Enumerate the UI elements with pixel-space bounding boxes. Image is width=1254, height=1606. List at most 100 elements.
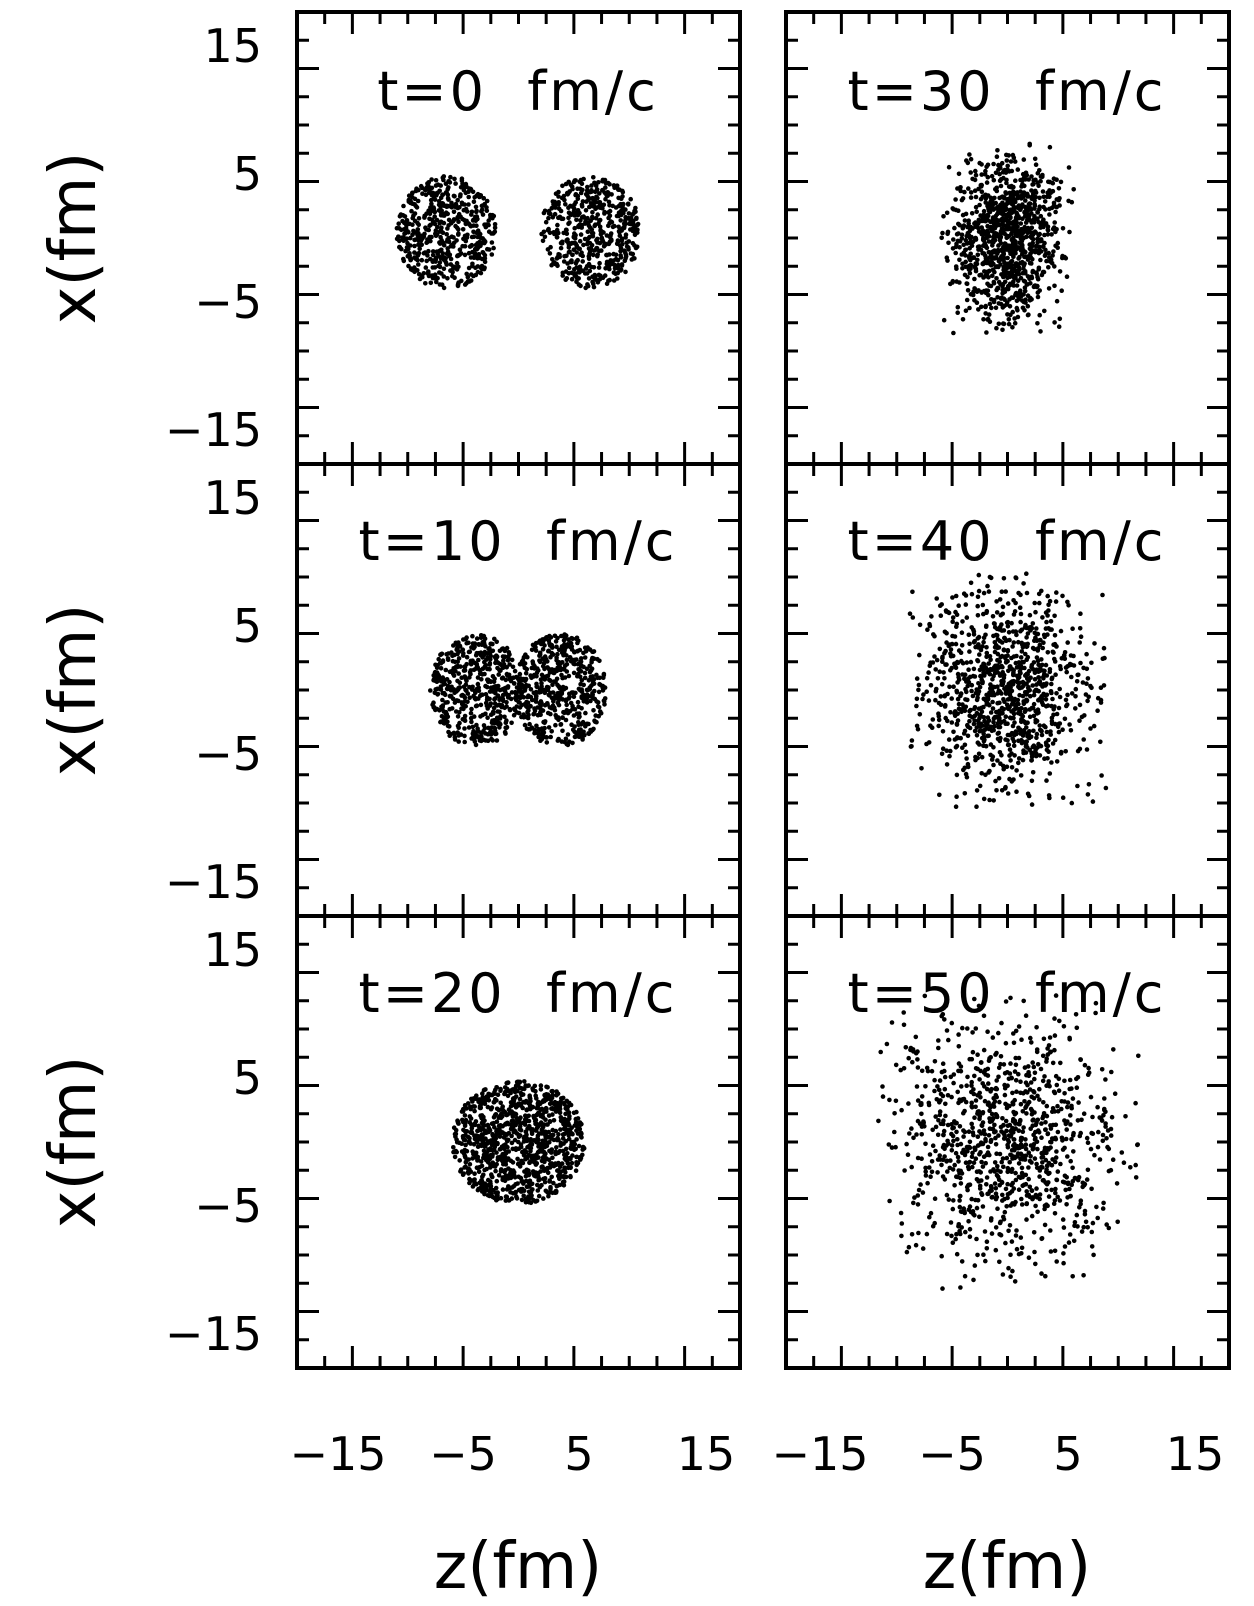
scatter-point (500, 692, 506, 698)
scatter-point (635, 221, 641, 227)
scatter-point (583, 208, 589, 213)
scatter-point (570, 740, 575, 746)
scatter-point (1018, 655, 1024, 660)
scatter-point (1032, 600, 1037, 606)
scatter-point (981, 743, 986, 748)
scatter-point (601, 202, 607, 208)
scatter-point (981, 216, 986, 221)
scatter-point (1073, 694, 1078, 699)
scatter-point (1066, 165, 1072, 170)
scatter-point (545, 665, 550, 670)
scatter-point (615, 238, 621, 243)
scatter-point (966, 667, 971, 672)
scatter-point (487, 662, 493, 667)
scatter-point (468, 710, 474, 716)
scatter-point (484, 208, 490, 213)
scatter-point (412, 250, 417, 255)
scatter-point (634, 216, 639, 221)
scatter-point (974, 733, 980, 738)
scatter-point (953, 745, 959, 750)
scatter-point (478, 714, 483, 719)
scatter-point (460, 227, 466, 232)
scatter-point (482, 256, 488, 261)
scatter-point (1007, 304, 1013, 309)
scatter-point (591, 708, 596, 713)
scatter-point (1002, 303, 1007, 309)
scatter-point (1057, 686, 1062, 692)
scatter-point (974, 788, 980, 793)
scatter-point (1023, 622, 1028, 628)
scatter-point (1032, 213, 1037, 219)
scatter-point (534, 684, 540, 690)
scatter-point (1020, 216, 1025, 221)
scatter-point (1018, 628, 1023, 634)
scatter-point (462, 252, 468, 258)
scatter-point (995, 651, 1001, 657)
scatter-point (435, 673, 441, 678)
scatter-point (560, 183, 565, 189)
scatter-point (979, 771, 984, 776)
scatter-point (1034, 731, 1040, 737)
scatter-point (618, 255, 624, 260)
scatter-point (560, 715, 565, 720)
scatter-point (582, 732, 587, 738)
scatter-point (444, 190, 449, 195)
scatter-point (544, 735, 549, 740)
scatter-point (1016, 706, 1022, 712)
scatter-point (980, 644, 985, 649)
scatter-point (1050, 741, 1056, 746)
scatter-point (1026, 684, 1031, 690)
scatter-point (997, 750, 1003, 755)
scatter-point (1088, 726, 1093, 731)
scatter-point (597, 658, 602, 664)
scatter-point (987, 574, 993, 580)
scatter-point (466, 194, 472, 200)
scatter-point (1045, 756, 1050, 761)
scatter-point (1013, 263, 1018, 269)
scatter-point (1086, 694, 1091, 700)
scatter-point (443, 709, 449, 715)
scatter-point (1010, 325, 1015, 330)
scatter-point (474, 650, 480, 656)
scatter-point (1033, 244, 1039, 249)
scatter-point (1064, 702, 1070, 707)
scatter-point (1052, 656, 1057, 662)
scatter-point (466, 725, 472, 730)
scatter-point (1033, 190, 1039, 195)
scatter-point (410, 232, 415, 237)
scatter-point (1051, 712, 1056, 718)
scatter-point (525, 709, 530, 715)
scatter-point (547, 251, 553, 256)
scatter-point (983, 273, 989, 279)
scatter-point (981, 243, 986, 248)
scatter-point (419, 257, 425, 263)
scatter-point (1049, 760, 1054, 765)
scatter-point (989, 728, 995, 734)
scatter-point (1030, 770, 1036, 775)
scatter-point (560, 270, 566, 276)
scatter-point (449, 242, 455, 248)
scatter-point (1013, 729, 1019, 734)
scatter-point (987, 301, 993, 307)
scatter-point (595, 700, 601, 705)
scatter-point (926, 698, 932, 703)
scatter-point (1039, 728, 1044, 734)
scatter-point (1031, 701, 1037, 707)
scatter-point (601, 675, 606, 680)
scatter-point (430, 275, 436, 281)
scatter-point (580, 259, 585, 264)
scatter-point (451, 730, 457, 736)
scatter-point (582, 675, 588, 681)
scatter-point (569, 276, 575, 282)
scatter-point (1024, 681, 1029, 686)
scatter-point (558, 722, 563, 727)
scatter-point (1067, 722, 1072, 727)
scatter-point (574, 274, 579, 280)
scatter-point (1004, 684, 1010, 690)
scatter-point (525, 700, 531, 705)
scatter-point (967, 152, 972, 157)
scatter-point (554, 644, 559, 650)
scatter-point (963, 697, 968, 702)
panel-points (394, 174, 641, 291)
scatter-point (994, 633, 1000, 638)
